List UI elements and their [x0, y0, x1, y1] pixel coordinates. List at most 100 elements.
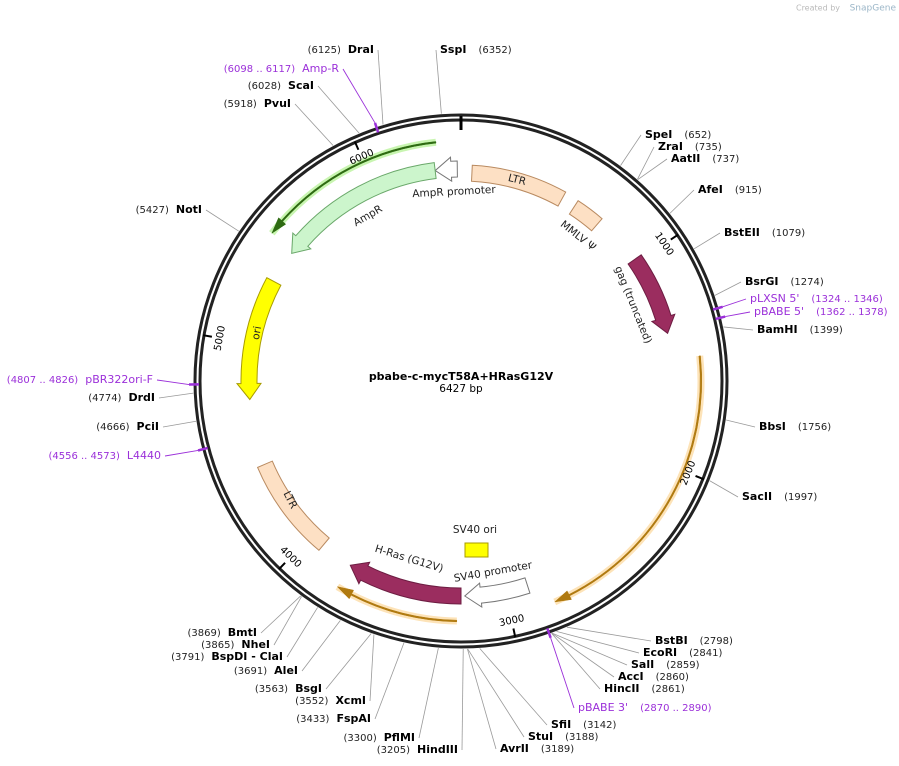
plasmid-length: 6427 bp	[439, 383, 483, 395]
enzyme-name: SspI	[440, 43, 466, 56]
watermark-prefix: Created by	[796, 4, 840, 13]
enzyme-label: HincII (2861)	[604, 682, 685, 695]
primer-mark	[197, 446, 209, 452]
primer-mark	[715, 315, 726, 321]
enzyme-position: (2860)	[656, 672, 689, 683]
primer-label: pBABE 3' (2870 .. 2890)	[578, 701, 712, 714]
enzyme-line	[467, 648, 525, 738]
tick-mark	[512, 628, 517, 638]
enzyme-position: (3189)	[541, 744, 574, 755]
enzyme-label: BstBI (2798)	[655, 634, 733, 647]
enzyme-name: HincII	[604, 682, 640, 695]
enzyme-name: BspDI - ClaI	[211, 650, 283, 663]
tick-label: 3000	[498, 613, 525, 629]
watermark-brand: SnapGene	[850, 4, 897, 14]
enzyme-position: (915)	[735, 185, 762, 196]
enzyme-line	[714, 281, 742, 296]
enzyme-name: HindIII	[417, 743, 458, 756]
enzyme-name: PciI	[137, 420, 159, 433]
enzyme-name: SpeI	[645, 128, 672, 141]
primer-mark	[712, 305, 724, 311]
primer-name: pBABE 5'	[754, 305, 804, 318]
enzyme-name: StuI	[528, 730, 553, 743]
enzyme-label: SspI (6352)	[440, 43, 512, 56]
feature-label: H-Ras (G12V)	[373, 543, 444, 575]
enzyme-line	[317, 85, 360, 134]
enzyme-name: SfiI	[551, 718, 571, 731]
feature-label: AmpR	[351, 203, 384, 229]
feature-label: AmpR promoter	[412, 184, 497, 200]
enzyme-position: (2798)	[700, 636, 733, 647]
enzyme-label: (3865) NheI	[201, 638, 270, 651]
enzyme-label: (3563) BsgI	[255, 682, 322, 695]
enzyme-label: (3552) XcmI	[295, 694, 366, 707]
enzyme-name: PvuI	[264, 97, 291, 110]
enzyme-line	[551, 632, 615, 678]
highlight-line	[336, 586, 458, 623]
primer-line	[725, 311, 751, 317]
primer-name: L4440	[127, 449, 161, 462]
enzyme-line	[162, 420, 197, 428]
enzyme-label: SalI (2859)	[631, 658, 700, 671]
tick-label: 2000	[679, 459, 699, 487]
enzyme-position: (2861)	[652, 684, 685, 695]
enzyme-position: (2859)	[666, 660, 699, 671]
enzyme-position: (3552)	[295, 696, 328, 707]
enzyme-label: (3205) HindIII	[377, 743, 458, 756]
primer-range: (6098 .. 6117)	[224, 64, 296, 75]
enzyme-line	[467, 648, 497, 750]
enzyme-line	[273, 596, 302, 646]
enzyme-line	[205, 209, 239, 232]
enzyme-line	[709, 480, 739, 498]
primer-name: Amp-R	[302, 62, 339, 75]
enzyme-name: DraI	[348, 43, 374, 56]
tick-mark	[202, 334, 213, 338]
enzyme-name: BstEII	[724, 226, 760, 239]
enzyme-label: StuI (3188)	[528, 730, 598, 743]
feature-shape	[349, 561, 462, 605]
enzyme-label: EcoRI (2841)	[643, 646, 723, 659]
enzyme-position: (5427)	[136, 205, 169, 216]
enzyme-position: (5918)	[224, 99, 257, 110]
enzyme-line	[260, 595, 302, 634]
enzyme-label: AvrII (3189)	[500, 742, 574, 755]
enzyme-name: PflMI	[384, 731, 415, 744]
enzyme-line	[620, 134, 642, 166]
enzyme-label: BamHI (1399)	[757, 323, 843, 336]
enzyme-name: ZraI	[658, 140, 683, 153]
enzyme-position: (735)	[695, 142, 722, 153]
enzyme-position: (1274)	[790, 277, 823, 288]
primer-range: (2870 .. 2890)	[640, 703, 712, 714]
enzyme-line	[461, 648, 464, 751]
enzyme-name: BamHI	[757, 323, 798, 336]
enzyme-position: (4666)	[96, 422, 129, 433]
enzyme-line	[479, 648, 548, 726]
enzyme-label: (4774) DrdI	[88, 391, 155, 404]
enzyme-line	[158, 392, 194, 399]
primer-line	[342, 68, 376, 124]
enzyme-position: (6352)	[478, 45, 511, 56]
enzyme-line	[551, 632, 601, 690]
enzyme-label: BbsI (1756)	[759, 420, 831, 433]
enzyme-name: AfeI	[698, 183, 723, 196]
enzyme-label: AccI (2860)	[618, 670, 689, 683]
enzyme-position: (3865)	[201, 640, 234, 651]
enzyme-position: (3563)	[255, 684, 288, 695]
enzyme-position: (3691)	[234, 666, 267, 677]
enzyme-label: (6125) DraI	[308, 43, 374, 56]
feature-label: LTR	[507, 172, 527, 188]
enzyme-line	[377, 49, 384, 125]
primer-line	[156, 379, 190, 385]
enzyme-line	[286, 607, 318, 658]
enzyme-name: BsrGI	[745, 275, 778, 288]
feature-shape	[256, 460, 330, 552]
enzyme-line	[418, 647, 439, 739]
enzyme-name: AvrII	[500, 742, 529, 755]
enzyme-name: AccI	[618, 670, 644, 683]
enzyme-label: ZraI (735)	[658, 140, 722, 153]
enzyme-label: (3433) FspAI	[296, 712, 371, 725]
enzyme-name: AleI	[274, 664, 298, 677]
enzyme-position: (3142)	[583, 720, 616, 731]
tick-label: 5000	[213, 325, 228, 352]
enzyme-label: SpeI (652)	[645, 128, 711, 141]
